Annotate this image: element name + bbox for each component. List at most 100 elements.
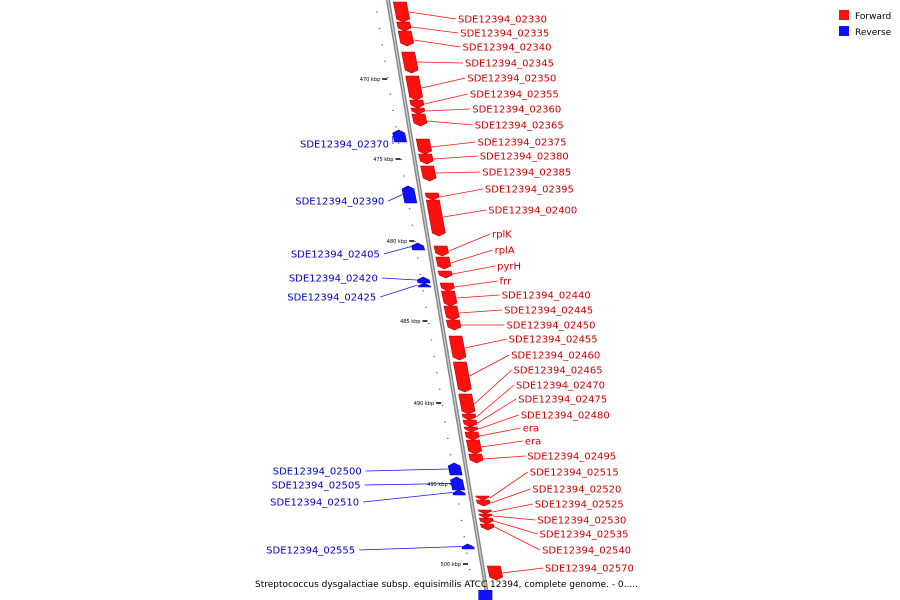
gene-forward[interactable] bbox=[424, 192, 440, 201]
gene-leader-line bbox=[435, 171, 481, 174]
gene-label-forward[interactable]: SDE12394_02540 bbox=[542, 546, 631, 557]
gene-label-reverse[interactable]: SDE12394_02370 bbox=[300, 140, 389, 151]
gene-reverse[interactable] bbox=[392, 129, 408, 143]
gene-label-forward[interactable]: SDE12394_02480 bbox=[521, 411, 610, 422]
gene-label-forward[interactable]: SDE12394_02535 bbox=[540, 530, 629, 541]
gene-forward[interactable] bbox=[465, 439, 483, 455]
gene-label-forward[interactable]: rplK bbox=[492, 230, 512, 241]
gene-reverse[interactable] bbox=[401, 185, 418, 204]
gene-forward[interactable] bbox=[461, 413, 477, 421]
gene-forward[interactable] bbox=[418, 153, 434, 165]
gene-label-forward[interactable]: SDE12394_02385 bbox=[482, 168, 571, 179]
gene-label-forward[interactable]: SDE12394_02570 bbox=[545, 564, 634, 575]
gene-label-forward[interactable]: SDE12394_02445 bbox=[504, 306, 593, 317]
gene-label-forward[interactable]: SDE12394_02460 bbox=[511, 351, 600, 362]
gene-label-forward[interactable]: SDE12394_02340 bbox=[462, 43, 551, 54]
gene-forward[interactable] bbox=[464, 431, 480, 441]
gene-forward[interactable] bbox=[433, 245, 450, 257]
gene-label-reverse[interactable]: SDE12394_02555 bbox=[266, 546, 355, 557]
gene-label-forward[interactable]: SDE12394_02380 bbox=[480, 152, 569, 163]
gene-forward[interactable] bbox=[410, 107, 426, 115]
gene-forward[interactable] bbox=[437, 270, 453, 279]
gene-forward[interactable] bbox=[448, 335, 467, 361]
gene-label-forward[interactable]: SDE12394_02395 bbox=[485, 185, 574, 196]
gene-leader-line bbox=[464, 338, 507, 349]
gene-forward[interactable] bbox=[475, 495, 490, 501]
gene-forward[interactable] bbox=[392, 1, 411, 23]
tick-label: 480 kbp bbox=[387, 239, 407, 245]
gene-forward[interactable] bbox=[478, 513, 493, 519]
gene-label-forward[interactable]: SDE12394_02495 bbox=[527, 452, 616, 463]
gene-forward[interactable] bbox=[486, 565, 504, 581]
gene-forward[interactable] bbox=[439, 282, 455, 292]
gene-label-forward[interactable]: SDE12394_02355 bbox=[470, 90, 559, 101]
gene-forward[interactable] bbox=[478, 517, 494, 525]
gene-label-forward[interactable]: SDE12394_02475 bbox=[518, 395, 607, 406]
gene-forward[interactable] bbox=[405, 75, 424, 101]
gene-forward[interactable] bbox=[401, 51, 419, 74]
gene-label-forward[interactable]: SDE12394_02345 bbox=[465, 59, 554, 70]
gene-forward[interactable] bbox=[443, 305, 460, 321]
gene-label-forward[interactable]: SDE12394_02335 bbox=[460, 29, 549, 40]
genome-backbone-highlight bbox=[387, 0, 489, 600]
gene-label-reverse[interactable]: SDE12394_02510 bbox=[270, 498, 359, 509]
gene-forward[interactable] bbox=[435, 256, 452, 270]
gene-reverse[interactable] bbox=[416, 276, 431, 284]
gene-label-reverse[interactable]: SDE12394_02505 bbox=[272, 481, 361, 492]
gene-label-forward[interactable]: SDE12394_02365 bbox=[475, 121, 564, 132]
gene-label-forward[interactable]: SDE12394_02455 bbox=[509, 335, 598, 346]
gene-forward[interactable] bbox=[445, 319, 462, 331]
gene-leader-line bbox=[448, 233, 491, 252]
gene-forward[interactable] bbox=[409, 99, 425, 109]
gene-label-forward[interactable]: SDE12394_02400 bbox=[488, 206, 577, 217]
gene-label-forward[interactable]: era bbox=[523, 424, 539, 435]
gene-reverse[interactable] bbox=[447, 462, 463, 476]
gene-label-reverse[interactable]: SDE12394_02405 bbox=[291, 250, 380, 261]
gene-label-forward[interactable]: SDE12394_02525 bbox=[535, 500, 624, 511]
legend-label-reverse: Reverse bbox=[855, 28, 892, 38]
tick-label: 470 kbp bbox=[360, 77, 380, 83]
gene-reverse[interactable] bbox=[450, 476, 466, 491]
gene-label-forward[interactable]: frr bbox=[499, 277, 511, 288]
gene-forward[interactable] bbox=[425, 199, 446, 237]
gene-label-forward[interactable]: SDE12394_02530 bbox=[537, 516, 626, 527]
gene-label-forward[interactable]: SDE12394_02450 bbox=[506, 321, 595, 332]
gene-label-reverse[interactable]: SDE12394_02500 bbox=[273, 467, 362, 478]
gene-forward[interactable] bbox=[415, 138, 433, 155]
gene-reverse[interactable] bbox=[461, 543, 475, 550]
gene-leader-line bbox=[474, 369, 512, 405]
gene-features bbox=[392, 1, 504, 600]
gene-forward[interactable] bbox=[475, 499, 491, 507]
gene-reverse-partial[interactable] bbox=[478, 590, 493, 600]
gene-label-reverse[interactable]: SDE12394_02425 bbox=[287, 293, 376, 304]
gene-label-forward[interactable]: SDE12394_02360 bbox=[472, 105, 561, 116]
gene-label-forward[interactable]: SDE12394_02440 bbox=[502, 291, 591, 302]
gene-forward[interactable] bbox=[458, 393, 476, 415]
gene-label-forward[interactable]: SDE12394_02330 bbox=[458, 15, 547, 26]
gene-label-reverse[interactable]: SDE12394_02390 bbox=[295, 197, 384, 208]
gene-forward[interactable] bbox=[396, 21, 412, 32]
gene-forward[interactable] bbox=[479, 523, 495, 531]
gene-label-forward[interactable]: SDE12394_02470 bbox=[516, 381, 605, 392]
gene-forward[interactable] bbox=[397, 30, 415, 47]
gene-label-reverse[interactable]: SDE12394_02420 bbox=[289, 274, 378, 285]
gene-label-forward[interactable]: SDE12394_02515 bbox=[530, 468, 619, 479]
gene-forward[interactable] bbox=[463, 426, 479, 433]
gene-label-forward[interactable]: era bbox=[525, 437, 541, 448]
gene-label-forward[interactable]: SDE12394_02350 bbox=[467, 74, 556, 85]
gene-reverse[interactable] bbox=[417, 282, 432, 288]
gene-label-forward[interactable]: SDE12394_02375 bbox=[477, 138, 566, 149]
gene-label-forward[interactable]: SDE12394_02465 bbox=[514, 366, 603, 377]
gene-label-forward[interactable]: rplA bbox=[495, 246, 515, 257]
gene-reverse[interactable] bbox=[452, 489, 466, 496]
gene-forward[interactable] bbox=[477, 509, 493, 515]
gene-forward[interactable] bbox=[462, 419, 478, 428]
gene-label-forward[interactable]: SDE12394_02520 bbox=[532, 485, 621, 496]
gene-reverse[interactable] bbox=[411, 242, 426, 251]
gene-forward[interactable] bbox=[468, 453, 484, 464]
gene-forward[interactable] bbox=[441, 290, 458, 307]
gene-forward[interactable] bbox=[411, 113, 428, 127]
gene-forward[interactable] bbox=[420, 165, 437, 182]
gene-label-forward[interactable]: pyrH bbox=[497, 262, 521, 273]
gene-forward[interactable] bbox=[452, 361, 472, 393]
